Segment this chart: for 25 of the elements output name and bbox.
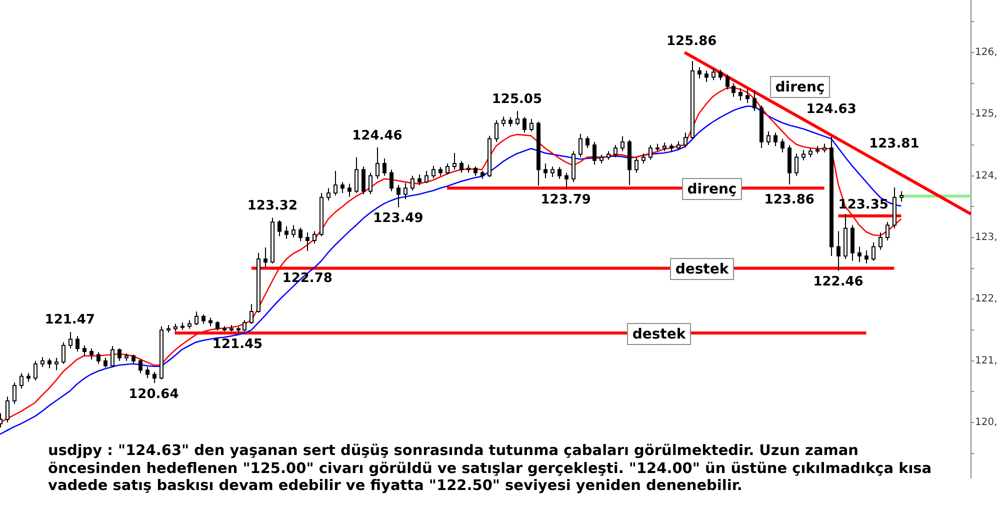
series-label: direnç — [775, 80, 825, 96]
annotation: 123.86 — [764, 192, 814, 208]
y-tick-label: 121, — [975, 355, 998, 366]
y-tick-label: 122, — [975, 294, 998, 305]
series-label: destek — [632, 326, 686, 343]
annotation: 124.46 — [352, 128, 402, 144]
annotation: 123.79 — [540, 192, 591, 208]
annotation: 123.49 — [373, 211, 424, 226]
annotation: 125.86 — [666, 34, 717, 49]
y-tick-label: 126, — [975, 47, 998, 58]
series-label: destek — [675, 262, 730, 278]
y-tick-label: 124, — [975, 170, 998, 182]
annotation: 120.64 — [128, 386, 179, 402]
series-label: direnç — [687, 182, 737, 198]
annotation: 121.47 — [44, 312, 95, 328]
annotation: 122.46 — [813, 274, 864, 290]
annotation: 125.05 — [492, 92, 542, 107]
y-tick-label: 120, — [975, 417, 998, 428]
annotation: 123.81 — [869, 136, 920, 152]
annotation: 123.32 — [247, 198, 298, 214]
y-tick-label: 125, — [975, 108, 998, 120]
annotation: usdjpy : "124.63" den yaşanan sert düşüş sonrasında tutunma çabaları görülmektedir. Uzun zaman öncesinden hedeflenen "125.00" civarı görüldü ve satışlar gerçekleşti. "124.00" ün üstüne çıkılmadıkça kısa vadede satış baskısı devam edebilir ve fiyatta "122.50" seviyesi yeniden denenebilir. — [48, 443, 933, 496]
annotation: 121.45 — [212, 336, 263, 352]
annotation: 124.63 — [806, 102, 856, 117]
y-tick-label: 123, — [975, 232, 998, 244]
